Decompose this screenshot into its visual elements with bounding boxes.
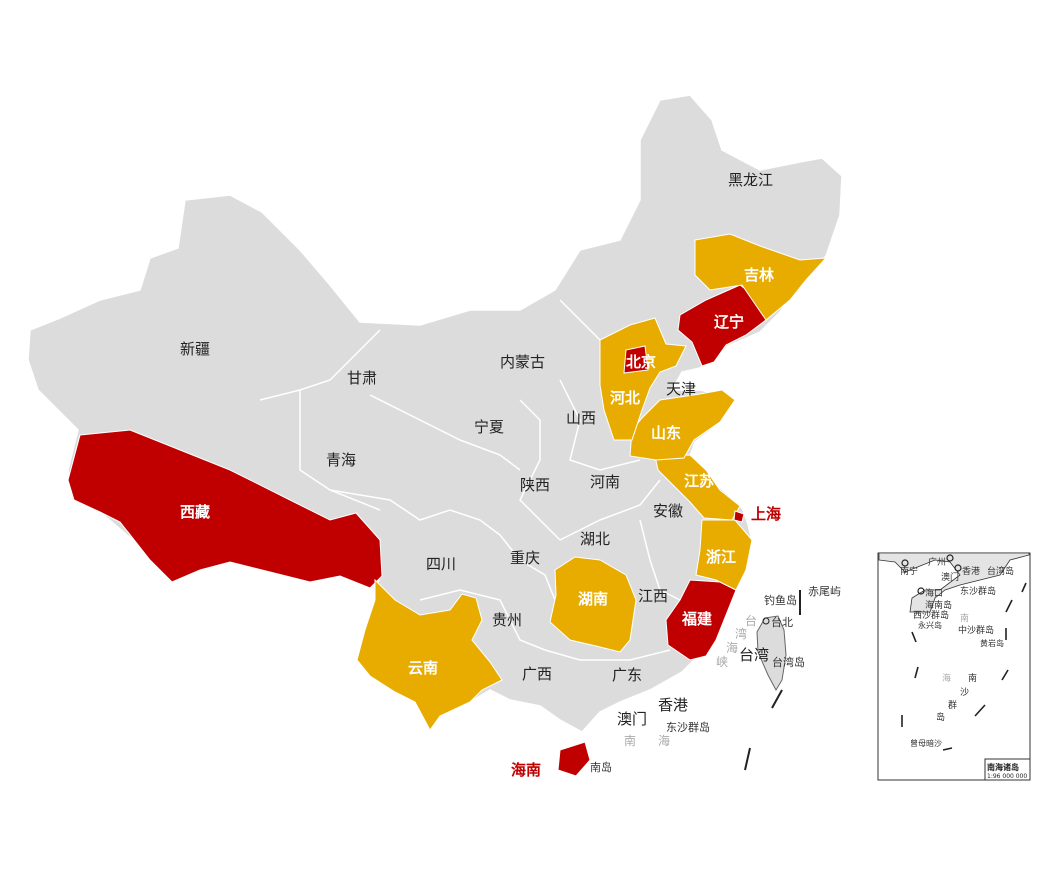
guangzhou-marker-icon (946, 554, 954, 562)
inset-label-guangzhou: 广州 (928, 556, 946, 568)
inset-label-huangyan: 黄岩岛 (980, 638, 1004, 648)
label-beijing: 北京 (626, 353, 656, 371)
nanning-marker-icon (901, 559, 909, 567)
label-hainandao: 南岛 (590, 760, 612, 774)
label-nanhai-2: 海 (658, 733, 670, 748)
inset-label-zengmu: 曾母暗沙 (910, 738, 942, 748)
label-guangxi: 广西 (522, 665, 552, 683)
hongkong-marker-icon (954, 564, 962, 572)
province-zhejiang[interactable] (695, 519, 753, 591)
label-hunan: 湖南 (578, 590, 608, 608)
inset-frame (877, 552, 1031, 781)
inset-label-aomen: 澳门 (941, 571, 959, 583)
label-hainan: 海南 (511, 761, 541, 779)
label-jiangxi: 江西 (638, 587, 668, 605)
province-beijing[interactable] (623, 345, 649, 374)
inset-title: 南海诸岛 (987, 762, 1019, 772)
label-strait-1: 台 (745, 613, 757, 628)
inset-label-xianggang: 香港 (962, 565, 980, 577)
label-shanghai: 上海 (751, 505, 781, 523)
label-taiwandao: 台湾岛 (772, 655, 805, 669)
province-shanghai[interactable] (733, 510, 745, 523)
inset-label-yongxing: 永兴岛 (918, 620, 942, 630)
label-zhejiang: 浙江 (706, 548, 736, 566)
label-diaoyudao: 钓鱼岛 (764, 593, 797, 607)
label-guizhou: 贵州 (492, 611, 522, 629)
inset-title-box (984, 758, 1031, 781)
inset-sea-1: 南 (960, 612, 969, 624)
inset-nansha-1: 南 (968, 672, 977, 684)
inset-sea-2: 海 (942, 672, 951, 684)
inset-label-nanning: 南宁 (900, 565, 918, 577)
province-yunnan[interactable] (356, 578, 503, 731)
label-chiweiyu: 赤尾屿 (808, 585, 841, 598)
province-xizang[interactable] (67, 429, 383, 589)
inset-nine-dash-line (901, 582, 1027, 751)
label-dongsha: 东沙群岛 (666, 720, 710, 734)
boundary-dash (744, 747, 751, 771)
label-taibei: 台北 (771, 615, 793, 629)
boundary-dash (771, 689, 783, 709)
label-xinjiang: 新疆 (180, 340, 210, 358)
label-shandong: 山东 (651, 424, 681, 442)
province-hebei[interactable] (599, 317, 687, 441)
label-strait-2: 湾 (735, 626, 747, 641)
label-aomen: 澳门 (617, 710, 647, 728)
label-xizang: 西藏 (180, 503, 210, 521)
label-strait-4: 峡 (716, 655, 728, 669)
inset-coastline (878, 552, 1030, 613)
inset-label-haikou: 海口 (925, 587, 943, 599)
label-neimenggu: 内蒙古 (500, 353, 545, 371)
label-guangdong: 广东 (612, 666, 642, 684)
label-xianggang: 香港 (658, 696, 688, 714)
label-ningxia: 宁夏 (474, 418, 504, 436)
province-hainan[interactable] (557, 741, 591, 777)
label-jilin: 吉林 (744, 266, 775, 284)
label-taiwan: 台湾 (739, 646, 769, 664)
inset-label-xisha: 西沙群岛 (913, 609, 949, 621)
inset-nansha-2: 沙 (960, 687, 969, 698)
label-tianjin: 天津 (666, 380, 696, 398)
haikou-marker-icon (917, 587, 925, 595)
label-shanxi: 山西 (566, 409, 596, 427)
inset-label-dongsha: 东沙群岛 (960, 585, 996, 597)
label-yunnan: 云南 (408, 659, 438, 677)
label-liaoning: 辽宁 (714, 313, 744, 331)
label-strait-3: 海 (726, 640, 738, 655)
label-anhui: 安徽 (653, 502, 683, 520)
label-jiangsu: 江苏 (684, 472, 714, 490)
province-hunan[interactable] (549, 556, 637, 653)
label-heilongjiang: 黑龙江 (728, 171, 773, 189)
inset-label-taiwandao: 台湾岛 (987, 565, 1014, 577)
label-henan: 河南 (590, 473, 620, 491)
label-chongqing: 重庆 (510, 549, 540, 567)
label-gansu: 甘肃 (347, 369, 377, 387)
province-shandong[interactable] (629, 389, 736, 461)
province-liaoning[interactable] (677, 284, 767, 367)
label-shaanxi: 陕西 (520, 476, 550, 494)
inset-label-hainandao: 海南岛 (925, 599, 952, 611)
province-borders (259, 299, 681, 661)
province-jilin[interactable] (694, 233, 828, 321)
province-jiangsu[interactable] (654, 454, 741, 521)
label-hubei: 湖北 (580, 530, 610, 548)
label-nanhai-1: 南 (624, 733, 636, 748)
inset-nansha-4: 岛 (936, 711, 945, 723)
taiwan-island (756, 615, 787, 692)
inset-nansha-3: 群 (948, 699, 957, 711)
taibei-marker-icon (762, 617, 770, 625)
label-sichuan: 四川 (426, 555, 456, 573)
label-hebei: 河北 (610, 389, 640, 407)
inset-scale: 1:96 000 000 (987, 773, 1027, 780)
label-fujian: 福建 (681, 610, 713, 628)
label-qinghai: 青海 (326, 451, 356, 469)
inset-label-zhongsha: 中沙群岛 (958, 624, 994, 636)
